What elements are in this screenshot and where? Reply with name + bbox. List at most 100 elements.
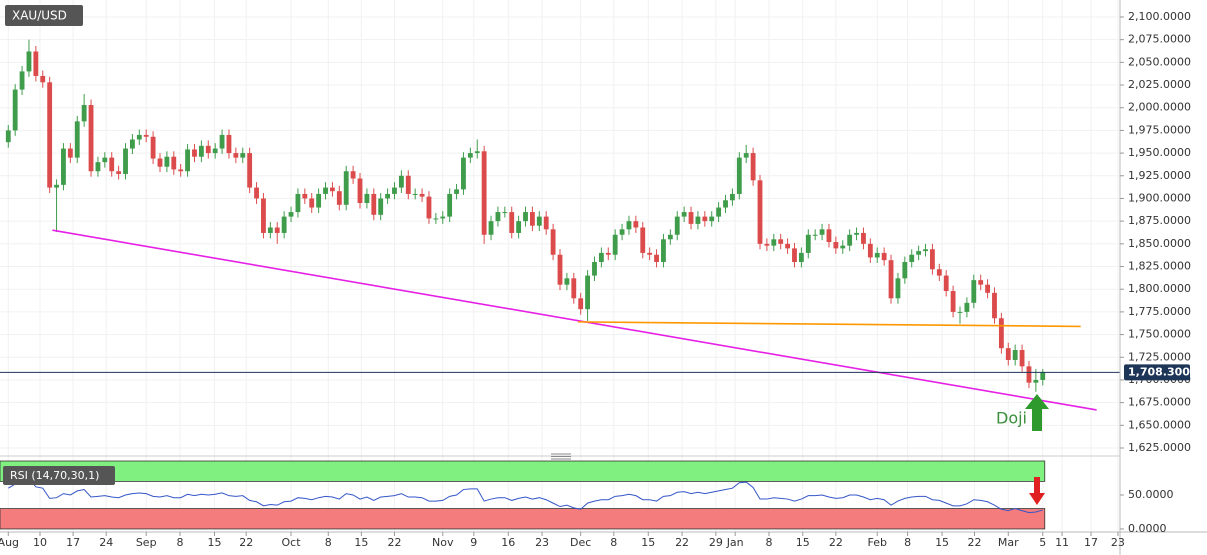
x-tick-label: 8 bbox=[177, 536, 184, 549]
x-tick-label: Dec bbox=[570, 536, 591, 549]
candle-body bbox=[88, 104, 94, 172]
x-tick-label: Mar bbox=[998, 536, 1019, 549]
candle-body bbox=[495, 212, 501, 222]
candle-body bbox=[571, 278, 577, 299]
candle-body bbox=[764, 243, 770, 246]
candle-body bbox=[26, 51, 32, 72]
candle-body bbox=[633, 221, 639, 228]
candle-body bbox=[316, 193, 322, 208]
candle-body bbox=[67, 148, 73, 158]
y-tick-label: 1,625.0000 bbox=[1128, 441, 1191, 454]
candle-body bbox=[157, 158, 163, 167]
candle-body bbox=[564, 278, 570, 285]
candle-body bbox=[1012, 350, 1018, 360]
candle-body bbox=[605, 252, 611, 255]
rsi-band bbox=[0, 460, 1046, 482]
candle-body bbox=[205, 145, 211, 154]
x-tick-label: 15 bbox=[935, 536, 949, 549]
candle-body bbox=[378, 198, 384, 215]
candle-body bbox=[309, 198, 315, 208]
x-tick-label: 10 bbox=[33, 536, 47, 549]
candle-body bbox=[474, 151, 480, 154]
x-tick-label: Feb bbox=[867, 536, 886, 549]
x-tick-label: 22 bbox=[675, 536, 689, 549]
candle-body bbox=[405, 175, 411, 194]
candle-body bbox=[33, 51, 39, 76]
candle-body bbox=[998, 318, 1004, 349]
candle-body bbox=[392, 187, 397, 194]
candle-body bbox=[109, 157, 115, 172]
candle-body bbox=[261, 198, 266, 233]
candle-body bbox=[226, 134, 232, 154]
y-tick-label: 1,900.0000 bbox=[1128, 191, 1191, 204]
y-tick-label: 1,775.0000 bbox=[1128, 305, 1191, 318]
candle-body bbox=[854, 232, 859, 235]
candle-body bbox=[40, 75, 46, 83]
candle-body bbox=[164, 156, 170, 167]
candle-body bbox=[557, 254, 563, 285]
grid bbox=[0, 0, 1120, 532]
candle-body bbox=[178, 169, 184, 172]
x-tick-label: 8 bbox=[610, 536, 617, 549]
candle-body bbox=[647, 252, 653, 255]
candle-body bbox=[757, 180, 763, 244]
candle-body bbox=[523, 212, 528, 222]
candle-body bbox=[923, 249, 928, 252]
y-tick-label: 1,800.0000 bbox=[1128, 282, 1191, 295]
candle-body bbox=[702, 216, 708, 222]
candle-body bbox=[867, 243, 873, 258]
x-tick-label: 23 bbox=[1111, 536, 1125, 549]
candle-body bbox=[667, 234, 673, 240]
title-box bbox=[5, 5, 83, 26]
x-tick-label: Nov bbox=[432, 536, 454, 549]
candle-body bbox=[971, 280, 977, 303]
candle-body bbox=[95, 162, 101, 172]
candle-body bbox=[661, 239, 666, 262]
candle-body bbox=[47, 82, 53, 188]
candle-body bbox=[74, 121, 80, 158]
candle-body bbox=[247, 153, 253, 188]
candle-body bbox=[116, 171, 122, 174]
candle-body bbox=[1019, 350, 1025, 367]
candle-body bbox=[1005, 348, 1011, 360]
candle-body bbox=[709, 216, 715, 222]
y-tick-label: 1,875.0000 bbox=[1128, 214, 1191, 227]
y-tick-label: 1,925.0000 bbox=[1128, 169, 1191, 182]
candle-body bbox=[771, 239, 777, 246]
y-tick-label: 1,650.0000 bbox=[1128, 418, 1191, 431]
candle-body bbox=[626, 221, 632, 230]
x-tick-label: 16 bbox=[501, 536, 515, 549]
candle-body bbox=[847, 234, 853, 246]
candle-body bbox=[730, 193, 735, 201]
candle-body bbox=[509, 212, 515, 233]
candle-body bbox=[433, 218, 439, 220]
y-tick-label: 2,100.0000 bbox=[1128, 10, 1191, 23]
candle-body bbox=[585, 275, 590, 310]
y-tick-label: 1,950.0000 bbox=[1128, 146, 1191, 159]
candle-body bbox=[54, 184, 59, 188]
trendline bbox=[52, 229, 1097, 411]
candle-body bbox=[467, 153, 473, 158]
candle-body bbox=[488, 221, 494, 235]
candle-body bbox=[254, 187, 259, 199]
x-tick-label: 15 bbox=[207, 536, 221, 549]
candle-body bbox=[530, 212, 535, 226]
y-tick-label: 1,675.0000 bbox=[1128, 396, 1191, 409]
candle-body bbox=[957, 311, 963, 313]
x-tick-label: Sep bbox=[136, 536, 157, 549]
y-tick-label: 2,075.0000 bbox=[1128, 33, 1191, 46]
candle-body bbox=[412, 193, 418, 195]
candle-body bbox=[543, 216, 549, 230]
candle-body bbox=[930, 249, 935, 270]
x-tick-label: 8 bbox=[325, 536, 332, 549]
candle-body bbox=[150, 136, 156, 159]
candle-body bbox=[640, 227, 646, 253]
candle-body bbox=[792, 248, 797, 262]
y-tick-label: 1,825.0000 bbox=[1128, 260, 1191, 273]
candle-body bbox=[723, 200, 728, 208]
candle-body bbox=[5, 130, 11, 143]
candle-body bbox=[426, 196, 432, 219]
candle-body bbox=[674, 216, 680, 235]
candle-body bbox=[1040, 372, 1046, 380]
x-tick-label: 11 bbox=[1055, 536, 1069, 549]
